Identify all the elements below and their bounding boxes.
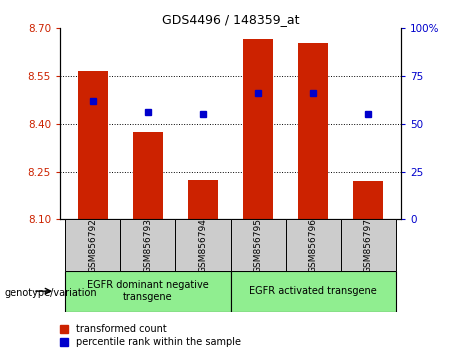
Text: GSM856796: GSM856796 [308, 218, 318, 273]
Text: genotype/variation: genotype/variation [5, 288, 97, 298]
Bar [230, 219, 285, 271]
Title: GDS4496 / 148359_at: GDS4496 / 148359_at [162, 13, 299, 26]
Bar [188, 179, 218, 219]
Text: GSM856794: GSM856794 [199, 218, 207, 273]
Legend: transformed count, percentile rank within the sample: transformed count, percentile rank withi… [60, 325, 241, 347]
Bar [243, 39, 273, 219]
Bar [353, 181, 383, 219]
Bar [176, 219, 230, 271]
Bar [285, 219, 341, 271]
Bar [65, 219, 120, 271]
Text: EGFR activated transgene: EGFR activated transgene [249, 286, 377, 296]
Bar [341, 219, 396, 271]
Bar [120, 219, 176, 271]
Bar [133, 132, 163, 219]
Bar [230, 271, 396, 312]
Text: GSM856795: GSM856795 [254, 218, 262, 273]
Text: GSM856792: GSM856792 [89, 218, 97, 273]
Bar [65, 271, 230, 312]
Bar [78, 71, 108, 219]
Text: GSM856797: GSM856797 [364, 218, 372, 273]
Text: EGFR dominant negative
transgene: EGFR dominant negative transgene [87, 280, 209, 302]
Bar [298, 42, 328, 219]
Text: GSM856793: GSM856793 [143, 218, 153, 273]
